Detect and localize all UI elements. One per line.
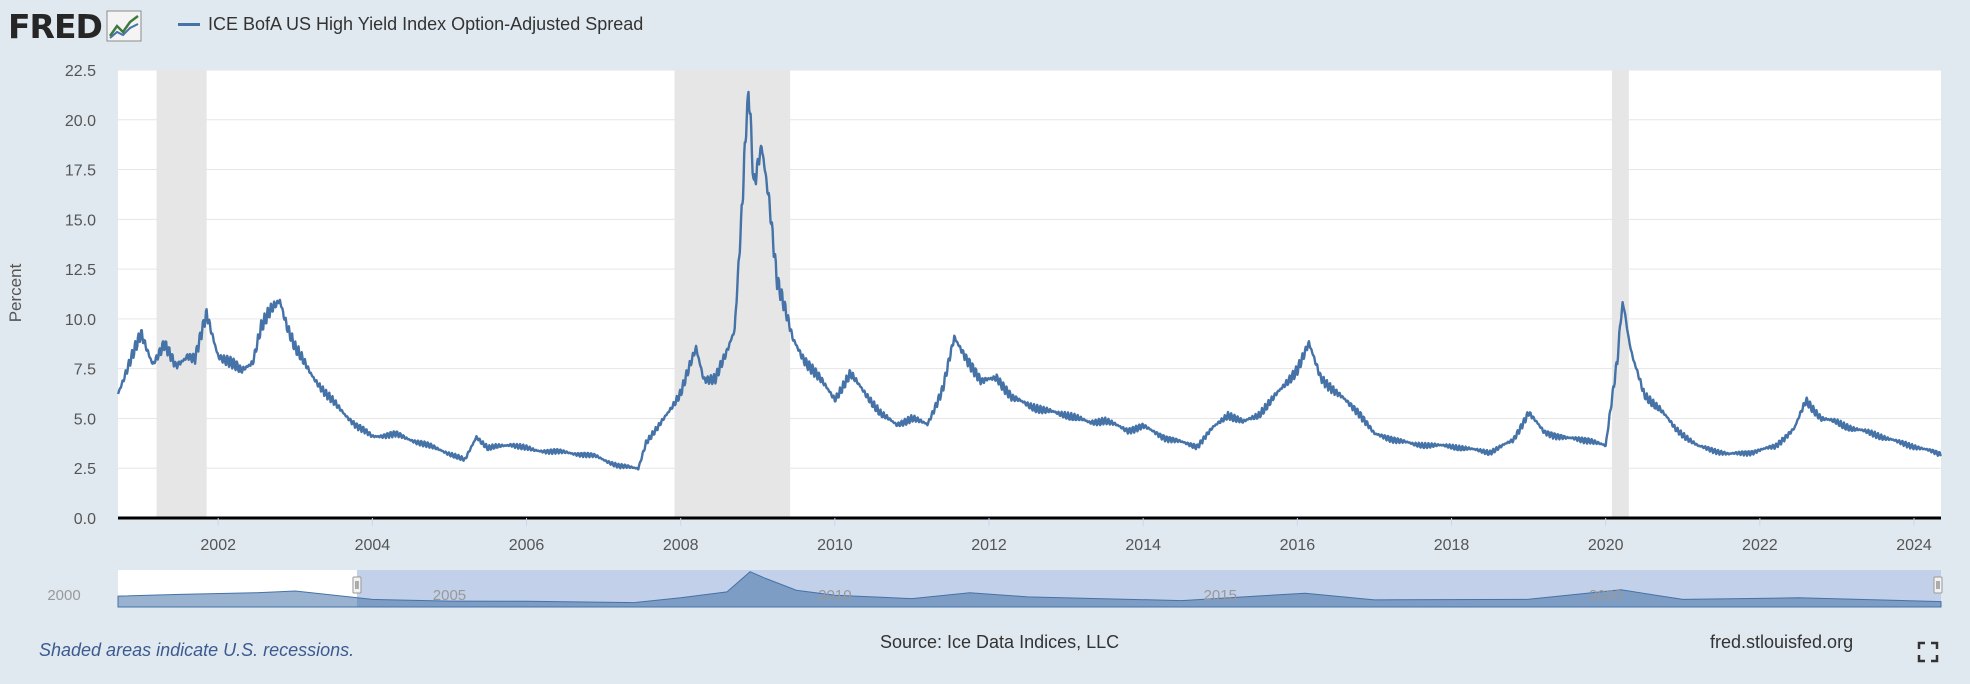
x-tick-label: 2020 bbox=[1588, 537, 1624, 554]
x-tick-label: 2002 bbox=[200, 537, 236, 554]
y-tick-label: 17.5 bbox=[65, 163, 96, 180]
y-tick-label: 0.0 bbox=[74, 511, 96, 528]
fred-chart-icon bbox=[106, 10, 142, 42]
x-tick-label: 2024 bbox=[1896, 537, 1932, 554]
y-tick-label: 15.0 bbox=[65, 212, 96, 229]
x-tick-label: 2014 bbox=[1125, 537, 1161, 554]
x-tick-label: 2006 bbox=[509, 537, 545, 554]
y-tick-label: 22.5 bbox=[65, 63, 96, 80]
source-note: Source: Ice Data Indices, LLC bbox=[880, 632, 1120, 652]
legend-label: ICE BofA US High Yield Index Option-Adju… bbox=[208, 14, 644, 34]
legend-line-swatch bbox=[178, 23, 200, 26]
legend-item-series[interactable]: ICE BofA US High Yield Index Option-Adju… bbox=[178, 14, 643, 35]
y-tick-label: 20.0 bbox=[65, 113, 96, 130]
x-tick-label: 2018 bbox=[1434, 537, 1470, 554]
series-line bbox=[116, 90, 1942, 471]
navigator-series-area bbox=[117, 571, 1942, 608]
recession-band bbox=[156, 70, 207, 518]
x-tick-label: 2010 bbox=[817, 537, 853, 554]
recession-band bbox=[1611, 70, 1629, 518]
navigator-handle-left[interactable] bbox=[352, 576, 362, 594]
navigator-tick-label: 2005 bbox=[433, 587, 466, 604]
fred-logo[interactable]: FRED bbox=[8, 6, 142, 46]
x-tick-label: 2016 bbox=[1280, 537, 1316, 554]
y-tick-label: 10.0 bbox=[65, 312, 96, 329]
x-tick-label: 2008 bbox=[663, 537, 699, 554]
y-tick-label: 2.5 bbox=[74, 461, 96, 478]
x-tick-label: 2012 bbox=[971, 537, 1007, 554]
x-tick-label: 2004 bbox=[355, 537, 391, 554]
expand-icon[interactable] bbox=[1917, 641, 1939, 663]
site-link[interactable]: fred.stlouisfed.org bbox=[1710, 632, 1854, 652]
x-tick-label: 2022 bbox=[1742, 537, 1778, 554]
navigator-tick-label: 2010 bbox=[818, 587, 851, 604]
y-axis-label: Percent bbox=[6, 263, 25, 323]
navigator-tick-label: 2000 bbox=[47, 587, 80, 604]
recession-note: Shaded areas indicate U.S. recessions. bbox=[39, 640, 355, 660]
y-tick-label: 12.5 bbox=[65, 262, 96, 279]
navigator-tick-label: 2015 bbox=[1204, 587, 1237, 604]
recession-band bbox=[674, 70, 791, 518]
navigator-handle-right[interactable] bbox=[1933, 576, 1943, 594]
fred-logo-text: FRED bbox=[8, 6, 103, 46]
y-tick-label: 5.0 bbox=[74, 411, 96, 428]
plot-area bbox=[118, 70, 1941, 518]
y-tick-label: 7.5 bbox=[74, 362, 96, 379]
navigator-tick-label: 2020 bbox=[1589, 587, 1622, 604]
